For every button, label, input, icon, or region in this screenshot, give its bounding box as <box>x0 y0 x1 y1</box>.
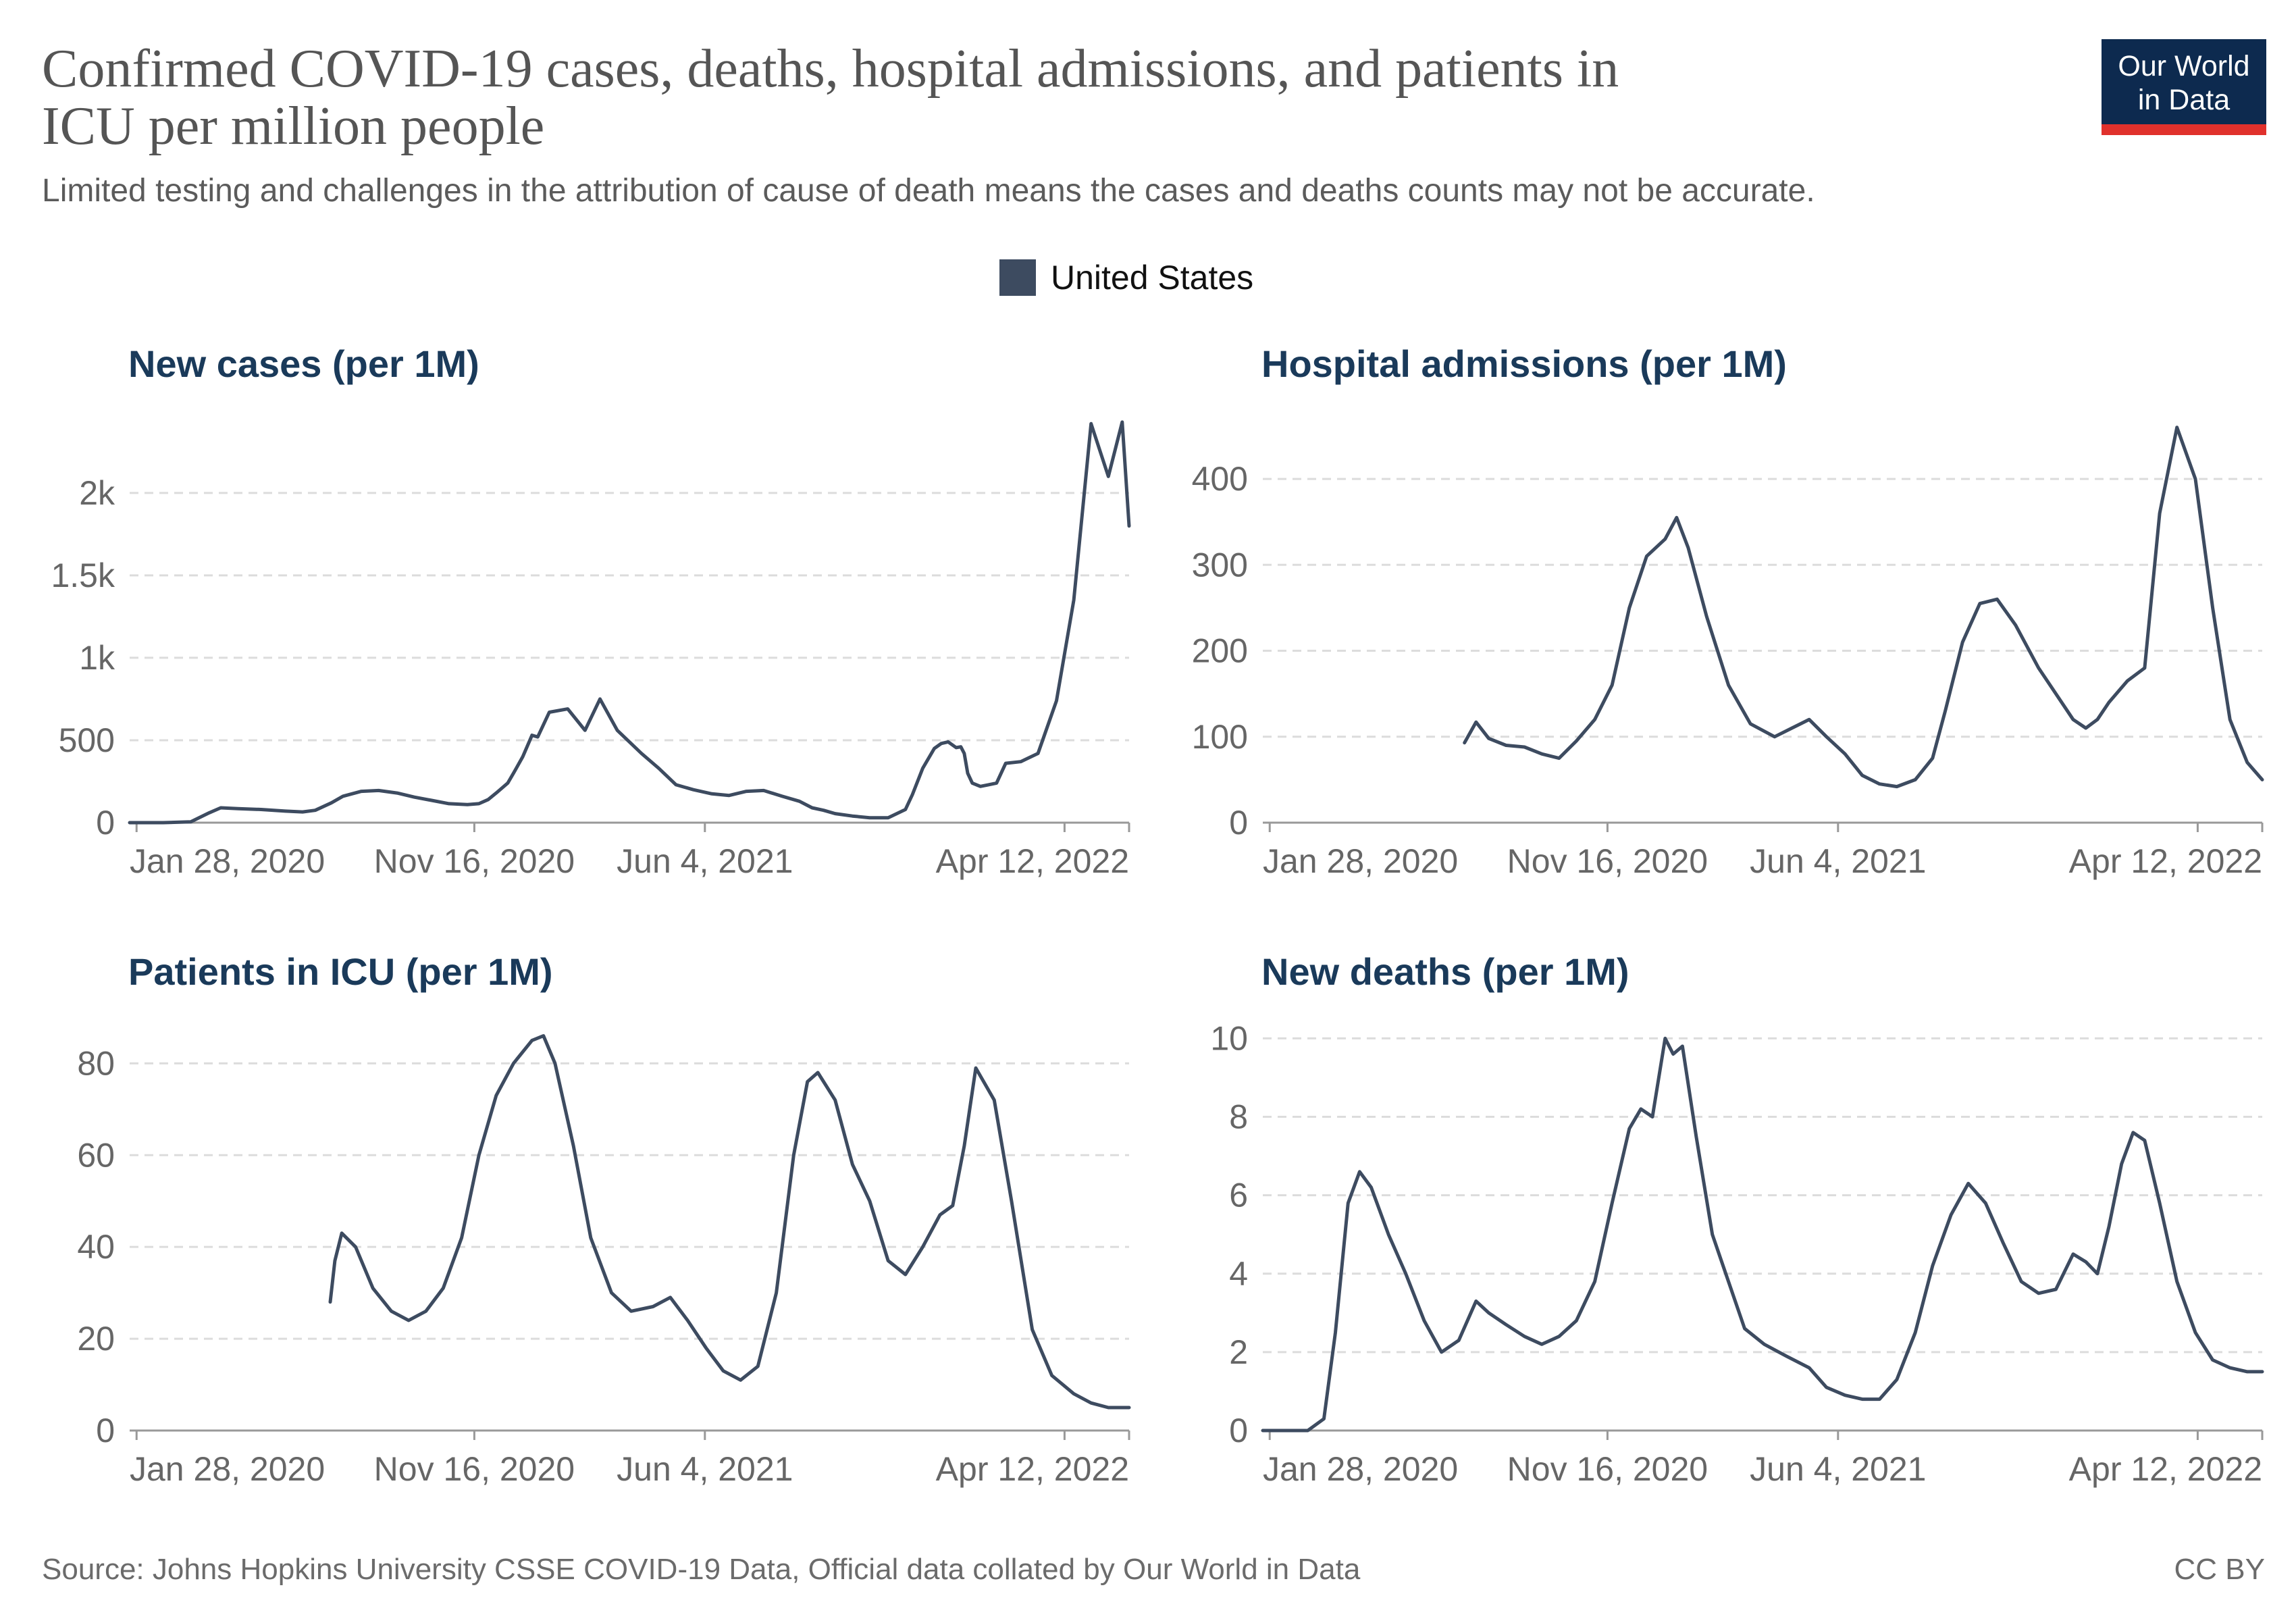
panel-patients-in-icu: Patients in ICU (per 1M) 0 20 40 60 80 Jan 28… <box>77 950 1131 1488</box>
logo-text-line-2: in Data <box>2138 84 2230 116</box>
patients-in-icu-y-tick-label: 80 <box>77 1044 115 1082</box>
panel-title-new-cases: New cases (per 1M) <box>128 342 479 385</box>
footer-license[interactable]: CC BY <box>2174 1553 2265 1586</box>
new-deaths-series-line-united-states[interactable] <box>1261 1036 2264 1433</box>
hospital-admissions-x-tick-label: Nov 16, 2020 <box>1507 842 1708 880</box>
patients-in-icu-x-tick-label: Jan 28, 2020 <box>130 1450 325 1488</box>
hospital-admissions-y-tick-label: 100 <box>1192 718 1248 756</box>
panel-title-patients-in-icu: Patients in ICU (per 1M) <box>128 950 553 993</box>
logo-text-line-1: Our World <box>2118 50 2249 82</box>
new-cases-y-tick-label: 1k <box>79 639 115 677</box>
new-deaths-y-tick-label: 0 <box>1229 1412 1248 1449</box>
patients-in-icu-series-line-united-states[interactable] <box>328 1034 1131 1410</box>
hospital-admissions-y-tick-label: 200 <box>1192 632 1248 670</box>
new-deaths-x-tick-label: Jan 28, 2020 <box>1263 1450 1458 1488</box>
new-cases-x-tick-label: Apr 12, 2022 <box>936 842 1129 880</box>
new-cases-y-tick-label: 0 <box>96 804 115 842</box>
hospital-admissions-x-tick-label: Apr 12, 2022 <box>2069 842 2262 880</box>
legend-label: United States <box>1051 259 1253 297</box>
hospital-admissions-y-tick-label: 300 <box>1192 546 1248 584</box>
new-deaths-x-tick-label: Nov 16, 2020 <box>1507 1450 1708 1488</box>
new-deaths-y-tick-label: 2 <box>1229 1333 1248 1371</box>
legend[interactable]: United States <box>999 259 1253 297</box>
hospital-admissions-y-tick-label: 0 <box>1229 804 1248 842</box>
panel-new-deaths: New deaths (per 1M) 0 2 4 6 8 10 Jan 28, 2020 N… <box>1210 950 2264 1488</box>
hospital-admissions-x-tick-label: Jan 28, 2020 <box>1263 842 1458 880</box>
patients-in-icu-y-tick-label: 60 <box>77 1136 115 1174</box>
panel-title-new-deaths: New deaths (per 1M) <box>1261 950 1629 993</box>
new-deaths-y-tick-label: 4 <box>1229 1255 1248 1293</box>
new-cases-y-tick-label: 2k <box>79 474 115 512</box>
new-cases-y-tick-label: 1.5k <box>51 557 115 594</box>
chart-subtitle: Limited testing and challenges in the at… <box>42 173 1815 209</box>
panel-title-hospital-admissions: Hospital admissions (per 1M) <box>1261 342 1787 385</box>
owid-logo[interactable]: Our World in Data <box>2102 39 2266 135</box>
hospital-admissions-y-tick-label: 400 <box>1192 460 1248 498</box>
patients-in-icu-x-tick-label: Apr 12, 2022 <box>936 1450 1129 1488</box>
new-deaths-x-tick-label: Apr 12, 2022 <box>2069 1450 2262 1488</box>
panel-new-cases: New cases (per 1M) 0 500 1k 1.5k 2k Jan 28, 2… <box>51 342 1131 880</box>
new-cases-x-tick-label: Jan 28, 2020 <box>130 842 325 880</box>
panel-hospital-admissions: Hospital admissions (per 1M) 0 100 200 300 4… <box>1192 342 2264 880</box>
new-deaths-y-tick-label: 10 <box>1210 1019 1248 1057</box>
new-deaths-x-tick-label: Jun 4, 2021 <box>1750 1450 1926 1488</box>
new-cases-x-tick-label: Nov 16, 2020 <box>374 842 575 880</box>
new-cases-x-tick-label: Jun 4, 2021 <box>617 842 793 880</box>
patients-in-icu-y-tick-label: 40 <box>77 1228 115 1266</box>
legend-swatch <box>999 259 1036 296</box>
logo-stripe <box>2102 124 2266 135</box>
new-deaths-y-tick-label: 6 <box>1229 1177 1248 1214</box>
new-cases-y-tick-label: 500 <box>59 721 115 759</box>
patients-in-icu-y-tick-label: 0 <box>96 1412 115 1449</box>
new-deaths-y-tick-label: 8 <box>1229 1098 1248 1136</box>
patients-in-icu-x-tick-label: Nov 16, 2020 <box>374 1450 575 1488</box>
patients-in-icu-y-tick-label: 20 <box>77 1320 115 1358</box>
patients-in-icu-x-tick-label: Jun 4, 2021 <box>617 1450 793 1488</box>
chart-title-line-1: Confirmed COVID-19 cases, deaths, hospit… <box>42 39 1619 99</box>
hospital-admissions-series-line-united-states[interactable] <box>1463 426 2264 789</box>
logo-background <box>2102 39 2266 124</box>
hospital-admissions-x-tick-label: Jun 4, 2021 <box>1750 842 1926 880</box>
chart-title-line-2: ICU per million people <box>42 97 544 156</box>
new-cases-series-line-united-states[interactable] <box>128 420 1131 825</box>
footer-source: Source: Johns Hopkins University CSSE CO… <box>42 1553 1361 1586</box>
